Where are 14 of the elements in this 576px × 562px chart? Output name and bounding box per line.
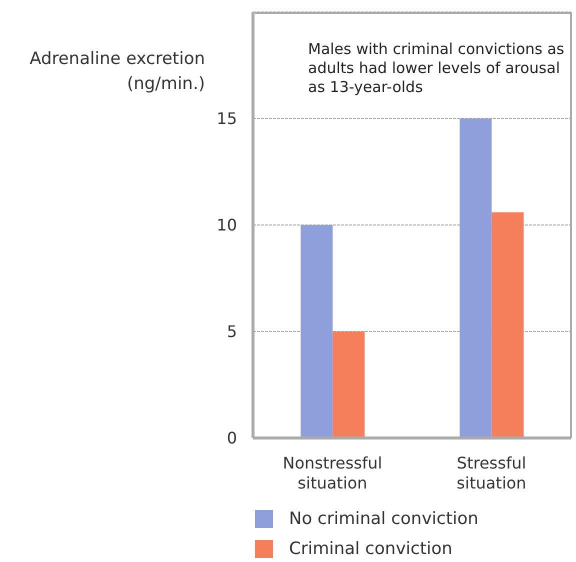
y-tick-label: 15 <box>216 109 237 128</box>
x-tick-label: Stressful situation <box>456 453 526 492</box>
y-tick-label: 5 <box>226 322 237 342</box>
bar <box>300 225 333 438</box>
legend-label: Criminal conviction <box>289 539 452 559</box>
y-axis-title: Adrenaline excretion (ng/min.) <box>28 48 205 96</box>
y-tick-label: 0 <box>226 428 237 448</box>
bar <box>460 118 492 438</box>
legend-label: No criminal conviction <box>289 509 478 529</box>
y-tick-label: 10 <box>216 216 237 235</box>
bar <box>332 332 365 438</box>
bar <box>492 212 524 438</box>
x-tick-label: Nonstressful situation <box>282 453 382 492</box>
text: Males with criminal convictions as adults had lower levels of arousal as 13-year-olds <box>308 40 566 97</box>
